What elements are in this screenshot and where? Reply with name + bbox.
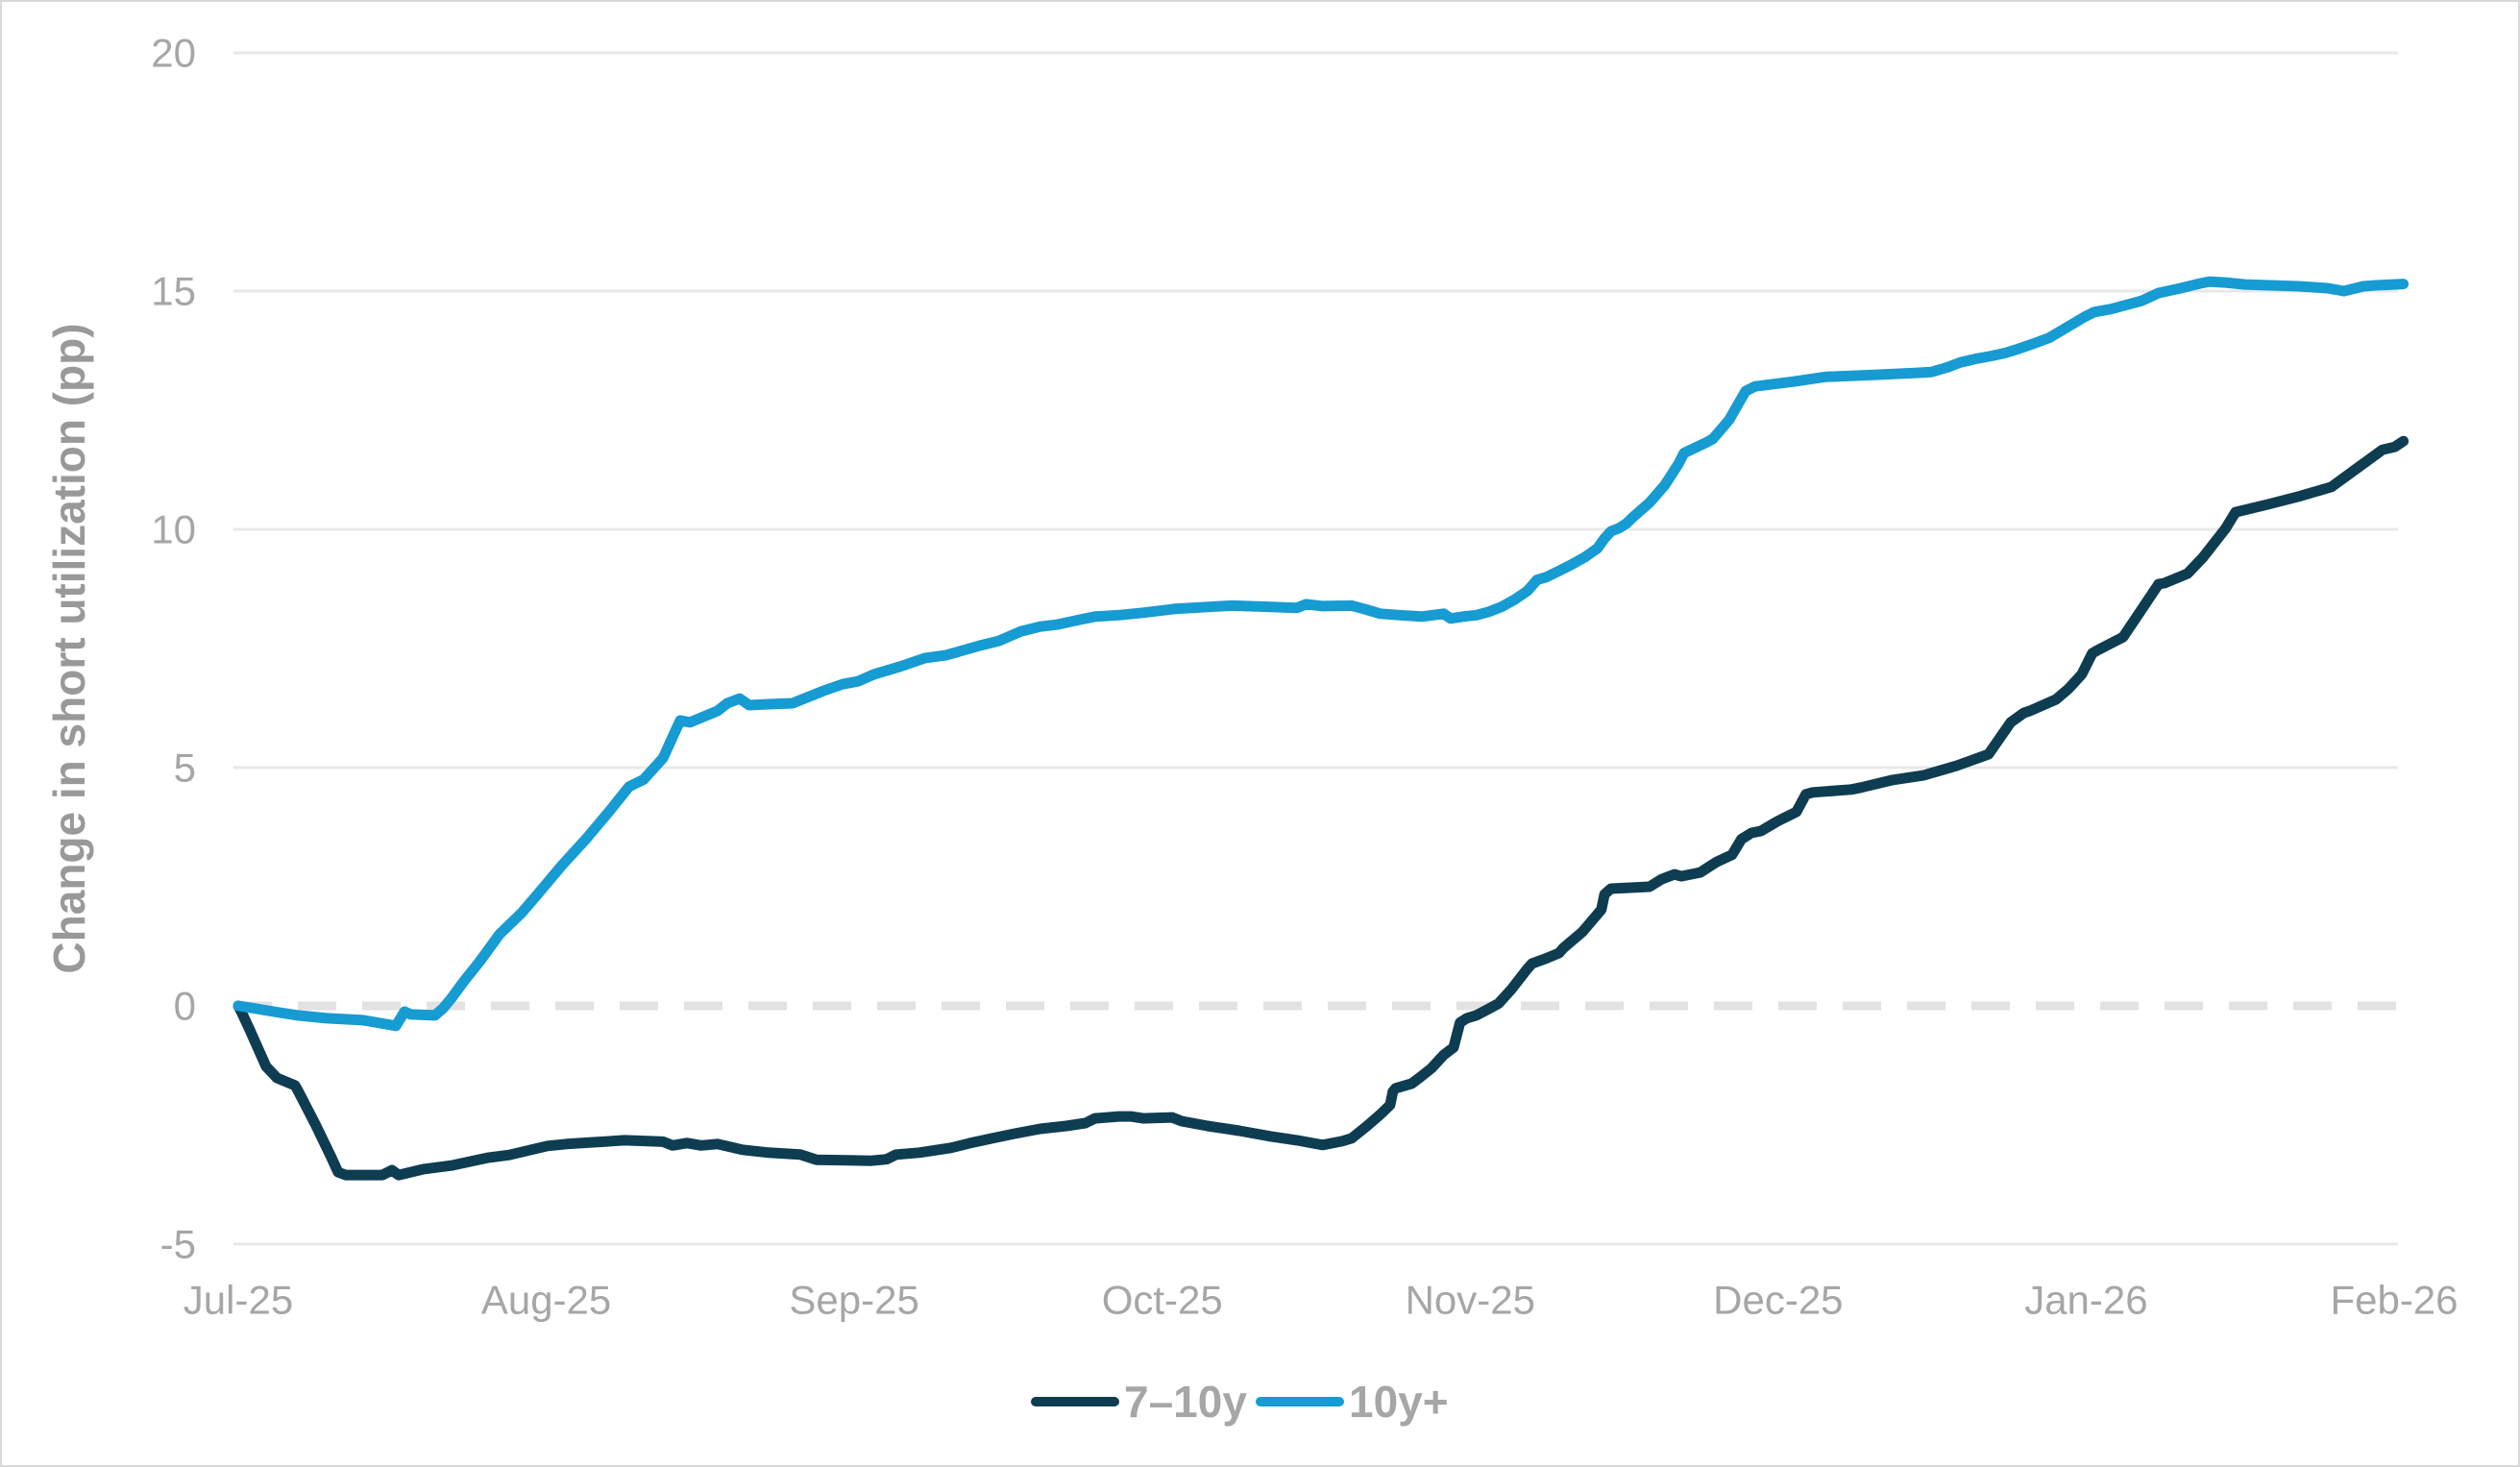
- x-tick-label-Aug-25: Aug-25: [481, 1278, 611, 1323]
- series-line-10y+: [232, 276, 2410, 1032]
- x-tick-label-Nov-25: Nov-25: [1406, 1278, 1535, 1323]
- y-tick-label--5: -5: [160, 1222, 196, 1267]
- y-tick-label-15: 15: [151, 269, 196, 314]
- x-tick-label-Jan-26: Jan-26: [2024, 1278, 2147, 1323]
- gridlines: [233, 51, 2398, 1246]
- legend-label-10y-plus: 10y+: [1349, 1377, 1449, 1427]
- y-tick-label-0: 0: [174, 984, 196, 1029]
- x-tick-label-Sep-25: Sep-25: [789, 1278, 918, 1323]
- x-tick-label-Oct-25: Oct-25: [1102, 1278, 1223, 1323]
- y-axis-title: Change in short utilization (pp): [44, 323, 94, 973]
- y-tick-label-10: 10: [151, 507, 196, 552]
- series-lines: [232, 276, 2410, 1181]
- y-tick-label-20: 20: [151, 31, 196, 76]
- y-tick-label-5: 5: [174, 746, 196, 791]
- series-line-7-10y: [232, 435, 2410, 1181]
- legend-label-7-10y: 7–10y: [1124, 1377, 1247, 1427]
- axis-tick-labels: 20 15 10 5 0 -5 Jul-25 Aug-25 Sep-25 Oct-25 Nov-25…: [151, 31, 2458, 1323]
- x-tick-label-Jul-25: Jul-25: [183, 1278, 293, 1323]
- legend: 7–10y 10y+: [1031, 1377, 1449, 1427]
- x-tick-label-Dec-25: Dec-25: [1713, 1278, 1843, 1323]
- x-tick-label-Feb-26: Feb-26: [2330, 1278, 2458, 1323]
